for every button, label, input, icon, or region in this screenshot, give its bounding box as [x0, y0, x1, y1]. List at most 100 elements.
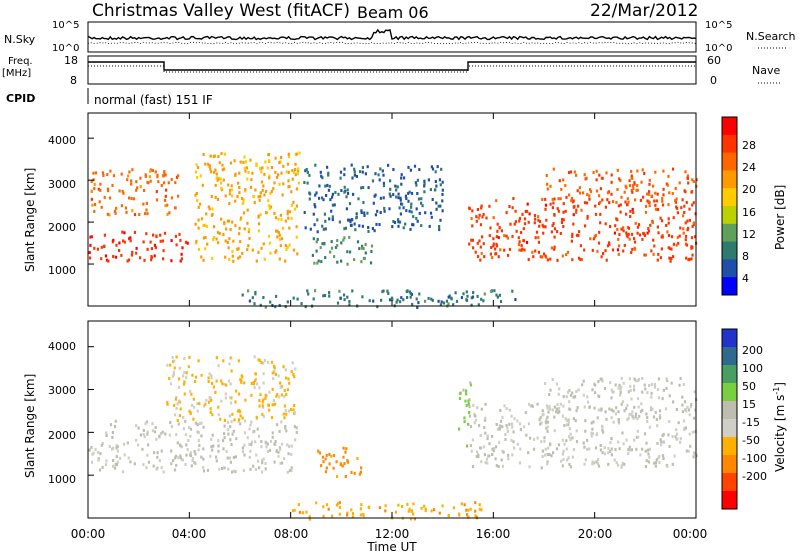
velocity-cell [458, 397, 462, 400]
velocity-cell [666, 464, 669, 468]
power-cell [576, 189, 579, 193]
velocity-cell [189, 454, 193, 458]
power-cell [249, 185, 253, 189]
power-cell [382, 173, 385, 177]
velocity-cell [493, 447, 496, 451]
velocity-cell [491, 434, 494, 438]
velocity-cell [469, 381, 472, 385]
power-cell [534, 236, 537, 240]
velocity-cell [237, 420, 240, 423]
power-cell [404, 194, 407, 198]
power-cell [492, 242, 495, 246]
power-cell [295, 152, 298, 156]
power-cell [349, 250, 352, 254]
velocity-cell [197, 448, 200, 452]
power-cell [298, 151, 301, 155]
power-cell [132, 197, 136, 201]
velocity-cell [484, 402, 487, 406]
power-cell [399, 300, 402, 304]
velocity-cell [685, 409, 688, 413]
power-cell [196, 199, 199, 203]
power-cell [97, 187, 100, 191]
power-cell [210, 195, 213, 198]
noise-panel: N.Sky 10^5 10^0 10^5 10^0 N.Search [4, 20, 796, 54]
power-cell [470, 217, 473, 220]
power-cell [202, 153, 205, 156]
velocity-cell [549, 443, 552, 447]
power-cell [136, 186, 139, 190]
velocity-cell [287, 409, 290, 413]
power-cell [686, 219, 689, 223]
power-cell [264, 190, 268, 193]
velocity-cell [571, 391, 574, 395]
power-cell [509, 222, 512, 226]
velocity-cell [658, 454, 661, 458]
velocity-cell [276, 393, 279, 396]
power-cell [620, 227, 623, 231]
power-cell [225, 227, 228, 231]
power-cell [278, 233, 281, 237]
power-cell [216, 231, 220, 235]
power-cell [267, 199, 270, 203]
power-cell [518, 240, 521, 244]
velocity-cell [171, 356, 174, 359]
power-cell [454, 291, 457, 295]
power-cell [492, 244, 495, 248]
power-cell [485, 216, 488, 220]
velocity-cell [562, 395, 565, 399]
power-cell [631, 176, 634, 180]
power-cell [389, 298, 392, 302]
power-cell [260, 180, 264, 184]
velocity-cell [511, 453, 514, 457]
velocity-cell [261, 470, 264, 474]
power-cell [390, 296, 394, 300]
velocity-cell [345, 447, 348, 451]
power-cell [427, 178, 430, 182]
power-cell [128, 196, 131, 200]
power-cell [471, 209, 474, 213]
velocity-cell [597, 464, 601, 468]
power-cell [253, 302, 256, 306]
velocity-cell [189, 390, 192, 393]
velocity-cell [350, 508, 353, 512]
velocity-cell [225, 383, 228, 387]
power-cell [297, 169, 300, 173]
velocity-cell [679, 376, 682, 380]
velocity-cell [168, 377, 171, 380]
velocity-cell [672, 400, 675, 404]
power-cell [130, 179, 133, 183]
velocity-cell [253, 386, 256, 390]
velocity-cell [470, 449, 473, 453]
power-cell [357, 197, 360, 201]
velocity-cell [610, 408, 613, 412]
velocity-cell [546, 425, 549, 429]
velocity-colorbar-cell [722, 365, 737, 384]
velocity-cell [295, 430, 298, 434]
velocity-cell [206, 468, 210, 472]
velocity-cell [221, 467, 224, 470]
velocity-cell [173, 366, 176, 370]
velocity-cell [655, 458, 658, 462]
power-cell [162, 174, 165, 178]
velocity-cell [610, 447, 613, 451]
velocity-cell [645, 459, 648, 463]
velocity-cell [116, 463, 119, 467]
power-cell [195, 239, 198, 243]
velocity-cell [160, 449, 163, 453]
power-cell [592, 171, 595, 174]
velocity-cell [647, 452, 650, 456]
power-cell [306, 289, 309, 293]
power-cell [260, 246, 263, 250]
power-cell [613, 231, 616, 235]
power-cell [389, 179, 392, 183]
power-cell [623, 243, 626, 247]
power-cell [684, 170, 687, 174]
power-cell [692, 221, 695, 225]
power-cell [247, 171, 250, 175]
velocity-y-axis-label: Slant Range [km] [23, 374, 37, 478]
velocity-cell [575, 409, 578, 413]
power-cell [468, 242, 471, 246]
velocity-cell [460, 502, 463, 506]
velocity-cell [486, 437, 489, 441]
velocity-cell [568, 435, 571, 439]
